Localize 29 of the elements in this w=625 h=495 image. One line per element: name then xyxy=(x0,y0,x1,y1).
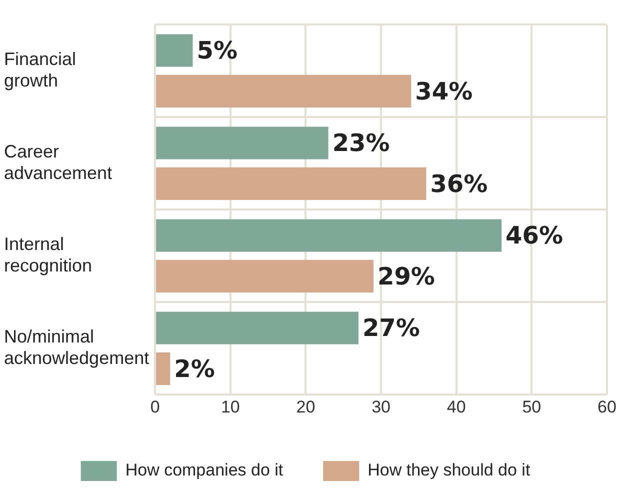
y-tick-label: No/minimal acknowledgement xyxy=(4,326,150,368)
bar xyxy=(156,74,412,108)
bar xyxy=(156,126,328,160)
x-tick-label: 20 xyxy=(296,397,316,416)
bar xyxy=(156,352,170,385)
data-label: 2% xyxy=(174,354,215,383)
legend-label: How they should do it xyxy=(368,460,530,480)
bar xyxy=(156,167,426,200)
data-label: 29% xyxy=(378,262,435,290)
data-label: 27% xyxy=(362,314,420,342)
x-tick-label: 10 xyxy=(220,397,240,416)
x-tick-label: 30 xyxy=(372,397,391,416)
y-tick-label: Financial growth xyxy=(4,49,76,91)
data-label: 34% xyxy=(415,77,473,106)
bar xyxy=(156,34,193,67)
x-tick-label: 60 xyxy=(598,397,616,416)
x-tick-label: 50 xyxy=(522,397,542,416)
data-label: 46% xyxy=(506,222,564,250)
bar xyxy=(156,219,502,252)
bar xyxy=(156,260,374,292)
legend-label: How companies do it xyxy=(125,460,284,480)
x-tick-label: 0 xyxy=(150,397,160,416)
y-tick-label: Internal recognition xyxy=(4,234,92,276)
bar xyxy=(156,312,358,344)
data-label: 23% xyxy=(332,129,390,158)
data-label: 36% xyxy=(430,170,488,198)
y-tick-label: Career advancement xyxy=(4,142,112,184)
data-label: 5% xyxy=(196,36,238,65)
x-tick-label: 40 xyxy=(446,397,466,416)
